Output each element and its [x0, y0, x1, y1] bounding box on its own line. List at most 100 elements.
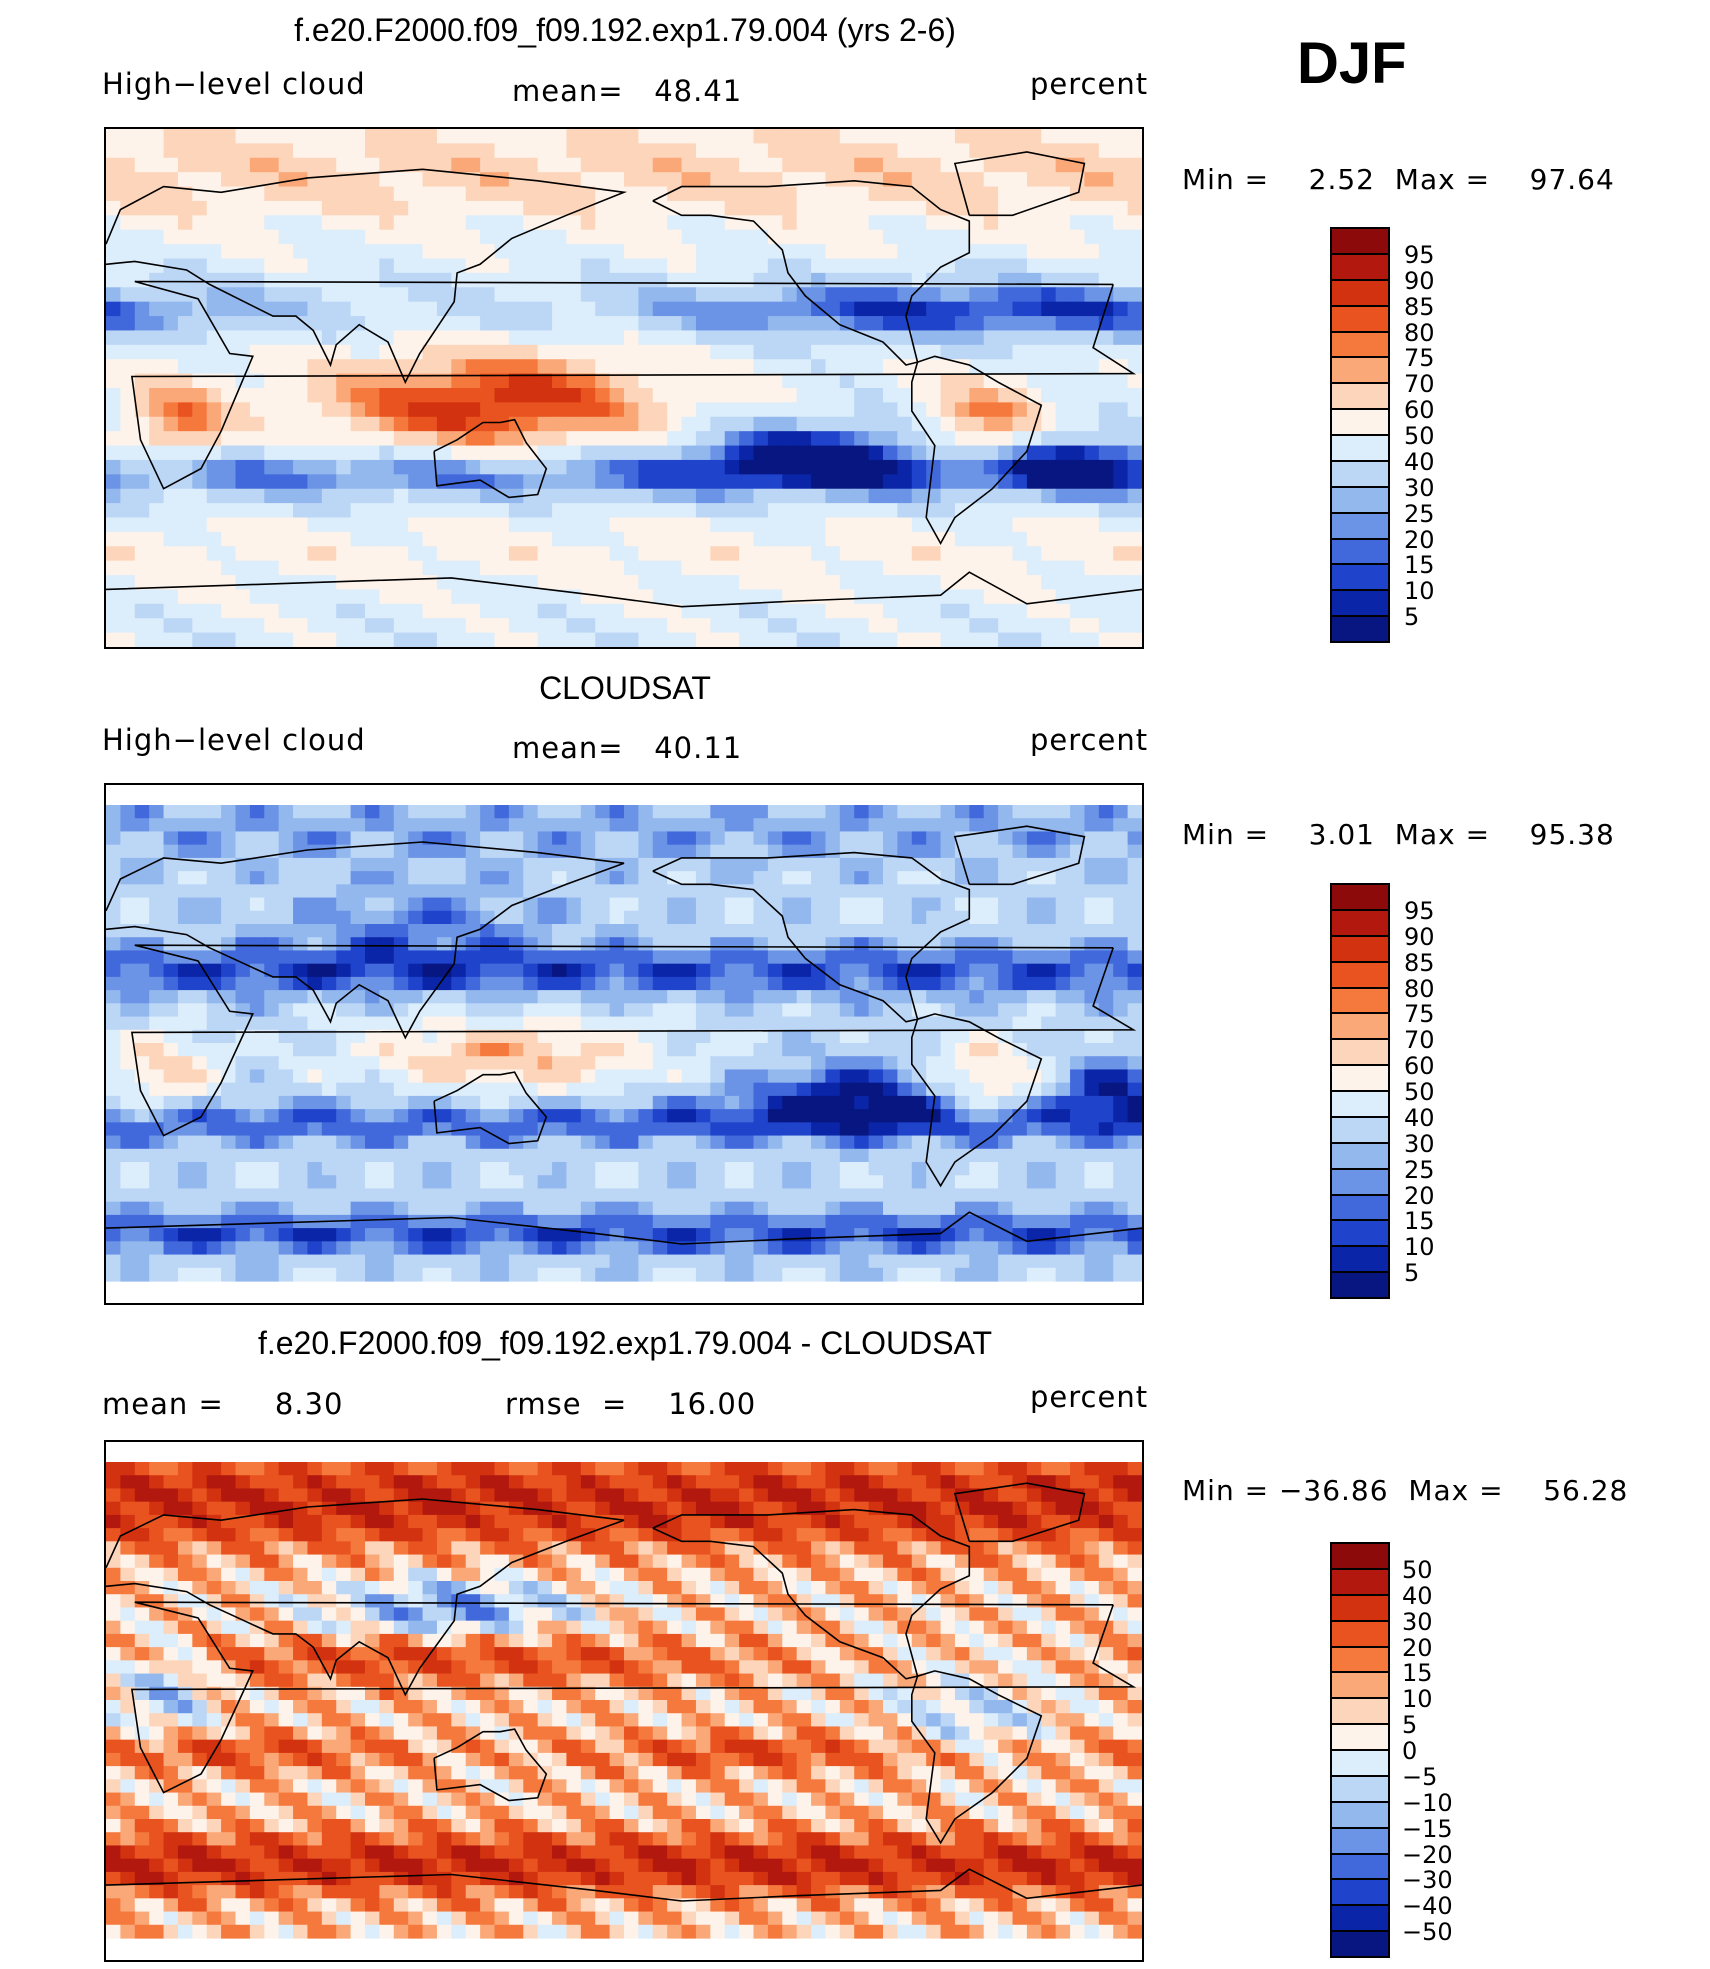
heatmap-cell — [120, 503, 136, 519]
heatmap-cell — [249, 445, 265, 461]
heatmap-cell — [465, 976, 481, 991]
heatmap-cell — [436, 200, 452, 216]
heatmap-cell — [436, 1162, 452, 1176]
heatmap-cell — [177, 373, 193, 389]
heatmap-cell — [149, 1135, 165, 1150]
heatmap-cell — [767, 258, 783, 274]
heatmap-cell — [681, 517, 697, 533]
heatmap-cell — [624, 488, 639, 504]
heatmap-cell — [753, 1056, 769, 1071]
heatmap-cell — [235, 1148, 251, 1163]
heatmap-cell — [134, 445, 150, 461]
heatmap-cell — [1098, 287, 1114, 303]
heatmap-cell — [465, 805, 481, 819]
heatmap-cell — [724, 1228, 740, 1242]
heatmap-cell — [537, 186, 553, 202]
heatmap-cell — [796, 215, 812, 231]
heatmap-cell — [1055, 172, 1071, 188]
heatmap-cell — [163, 244, 179, 260]
heatmap-cell — [1127, 388, 1142, 403]
heatmap-cell — [1098, 258, 1114, 274]
heatmap-cell — [782, 1214, 798, 1229]
heatmap-cell — [1070, 416, 1086, 432]
heatmap-cell — [1041, 503, 1057, 519]
heatmap-cell — [393, 805, 409, 819]
heatmap-cell — [566, 924, 582, 938]
heatmap-cell — [465, 897, 481, 912]
heatmap-cell — [1127, 244, 1142, 260]
heatmap-cell — [321, 517, 337, 533]
heatmap-cell — [1041, 272, 1057, 288]
heatmap-cell — [120, 474, 136, 490]
heatmap-cell — [652, 431, 668, 447]
heatmap-cell — [307, 186, 323, 202]
heatmap-cell — [652, 402, 668, 418]
heatmap-cell — [624, 388, 639, 403]
colorbar-swatch — [1330, 537, 1390, 566]
heatmap-cell — [508, 359, 524, 375]
heatmap-cell — [897, 344, 913, 360]
heatmap-cell — [278, 488, 294, 504]
heatmap-cell — [523, 1135, 539, 1150]
heatmap-cell — [883, 488, 898, 504]
heatmap-cell — [508, 950, 524, 965]
heatmap-cell — [321, 910, 337, 925]
heatmap-cell — [1127, 632, 1142, 647]
heatmap-cell — [926, 431, 942, 447]
heatmap-cell — [782, 560, 798, 576]
colorbar-swatch — [1330, 589, 1390, 618]
heatmap-cell — [609, 924, 625, 938]
heatmap-cell — [940, 1082, 956, 1097]
heatmap-cell — [566, 1029, 582, 1044]
heatmap-cell — [465, 474, 481, 490]
heatmap-cell — [580, 143, 596, 159]
heatmap-cell — [1084, 924, 1100, 938]
heatmap-cell — [1055, 963, 1071, 978]
heatmap-cell — [408, 1043, 424, 1057]
heatmap-cell — [926, 1082, 942, 1097]
heatmap-cell — [624, 157, 639, 173]
heatmap-cell — [163, 503, 179, 519]
heatmap-cell — [1070, 301, 1086, 317]
heatmap-cell — [767, 618, 783, 634]
heatmap-cell — [1098, 143, 1114, 159]
heatmap-cell — [278, 272, 294, 288]
heatmap-cell — [926, 1188, 942, 1203]
heatmap-cell — [868, 474, 884, 490]
heatmap-cell — [106, 871, 121, 885]
heatmap-cell — [940, 1069, 956, 1084]
heatmap-cell — [1084, 1214, 1100, 1229]
heatmap-cell — [321, 818, 337, 833]
heatmap-cell — [451, 1148, 467, 1163]
heatmap-cell — [652, 129, 668, 144]
heatmap-cell — [695, 844, 711, 859]
heatmap-cell — [811, 186, 827, 202]
heatmap-cell — [436, 402, 452, 418]
heatmap-cell — [523, 937, 539, 952]
heatmap-cell — [293, 1095, 309, 1110]
heatmap-cell — [106, 1214, 121, 1229]
heatmap-cell — [681, 575, 697, 591]
heatmap-cell — [897, 287, 913, 303]
heatmap-cell — [580, 359, 596, 375]
heatmap-cell — [609, 1188, 625, 1203]
heatmap-cell — [523, 632, 539, 647]
heatmap-cell — [264, 1003, 280, 1018]
heatmap-cell — [408, 963, 424, 978]
heatmap-cell — [120, 1188, 136, 1203]
heatmap-cell — [825, 632, 841, 647]
heatmap-cell — [839, 1175, 855, 1190]
heatmap-cell — [264, 589, 280, 605]
heatmap-cell — [177, 431, 193, 447]
heatmap-cell — [264, 884, 280, 899]
heatmap-cell — [235, 200, 251, 216]
heatmap-cell — [638, 388, 654, 403]
heatmap-cell — [624, 503, 639, 519]
heatmap-cell — [206, 818, 222, 833]
heatmap-cell — [408, 459, 424, 475]
heatmap-cell — [1098, 1214, 1114, 1229]
heatmap-cell — [897, 517, 913, 533]
heatmap-cell — [393, 1122, 409, 1137]
heatmap-cell — [681, 1082, 697, 1097]
heatmap-cell — [638, 924, 654, 938]
